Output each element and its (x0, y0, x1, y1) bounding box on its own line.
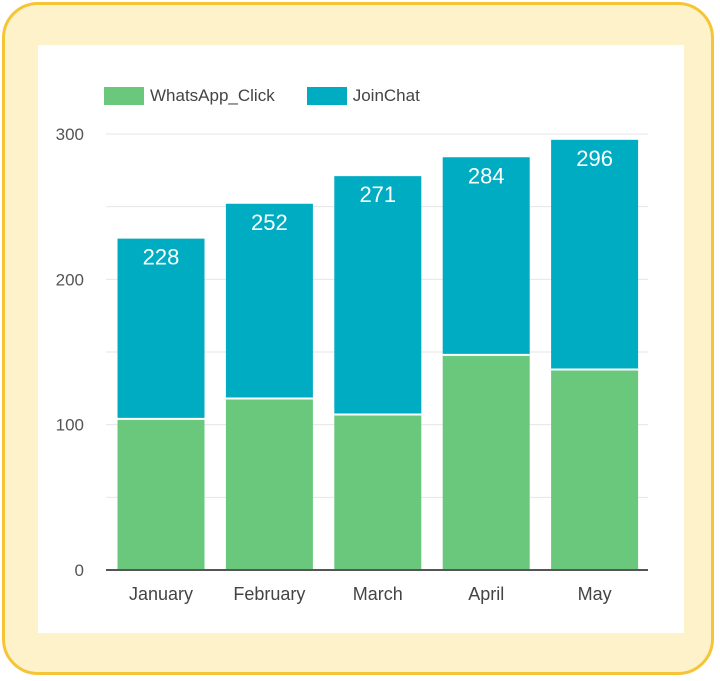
x-tick-label: March (353, 584, 403, 604)
chart-legend: WhatsApp_Click JoinChat (104, 86, 452, 106)
bar-whatsapp-click-april (442, 354, 530, 570)
x-tick-label: April (468, 584, 504, 604)
bar-whatsapp-click-february (225, 398, 313, 570)
y-tick-label: 300 (56, 125, 84, 144)
legend-item-joinchat[interactable]: JoinChat (306, 86, 420, 106)
legend-swatch-joinchat (306, 87, 347, 105)
x-tick-label: May (578, 584, 612, 604)
legend-label-whatsapp-click: WhatsApp_Click (150, 86, 275, 105)
y-tick-label: 200 (56, 270, 84, 289)
bar-total-label: 284 (468, 163, 505, 188)
bar-joinchat-april (442, 157, 530, 355)
bar-joinchat-march (334, 176, 422, 415)
x-tick-label: February (233, 584, 305, 604)
bar-total-label: 252 (251, 210, 288, 235)
bar-whatsapp-click-january (117, 418, 205, 570)
bar-joinchat-february (225, 203, 313, 399)
legend-label-joinchat: JoinChat (352, 86, 420, 105)
legend-swatch-whatsapp-click (104, 87, 144, 105)
bar-total-label: 228 (143, 245, 180, 270)
bar-whatsapp-click-march (334, 414, 422, 570)
x-tick-label: January (129, 584, 193, 604)
y-tick-label: 0 (75, 561, 84, 580)
bar-joinchat-january (117, 238, 205, 419)
y-tick-label: 100 (56, 416, 84, 435)
bar-joinchat-may (551, 139, 639, 370)
bar-total-label: 271 (359, 182, 396, 207)
bar-total-label: 296 (576, 146, 613, 171)
bar-whatsapp-click-may (551, 369, 639, 570)
legend-item-whatsapp-click[interactable]: WhatsApp_Click (104, 86, 275, 106)
